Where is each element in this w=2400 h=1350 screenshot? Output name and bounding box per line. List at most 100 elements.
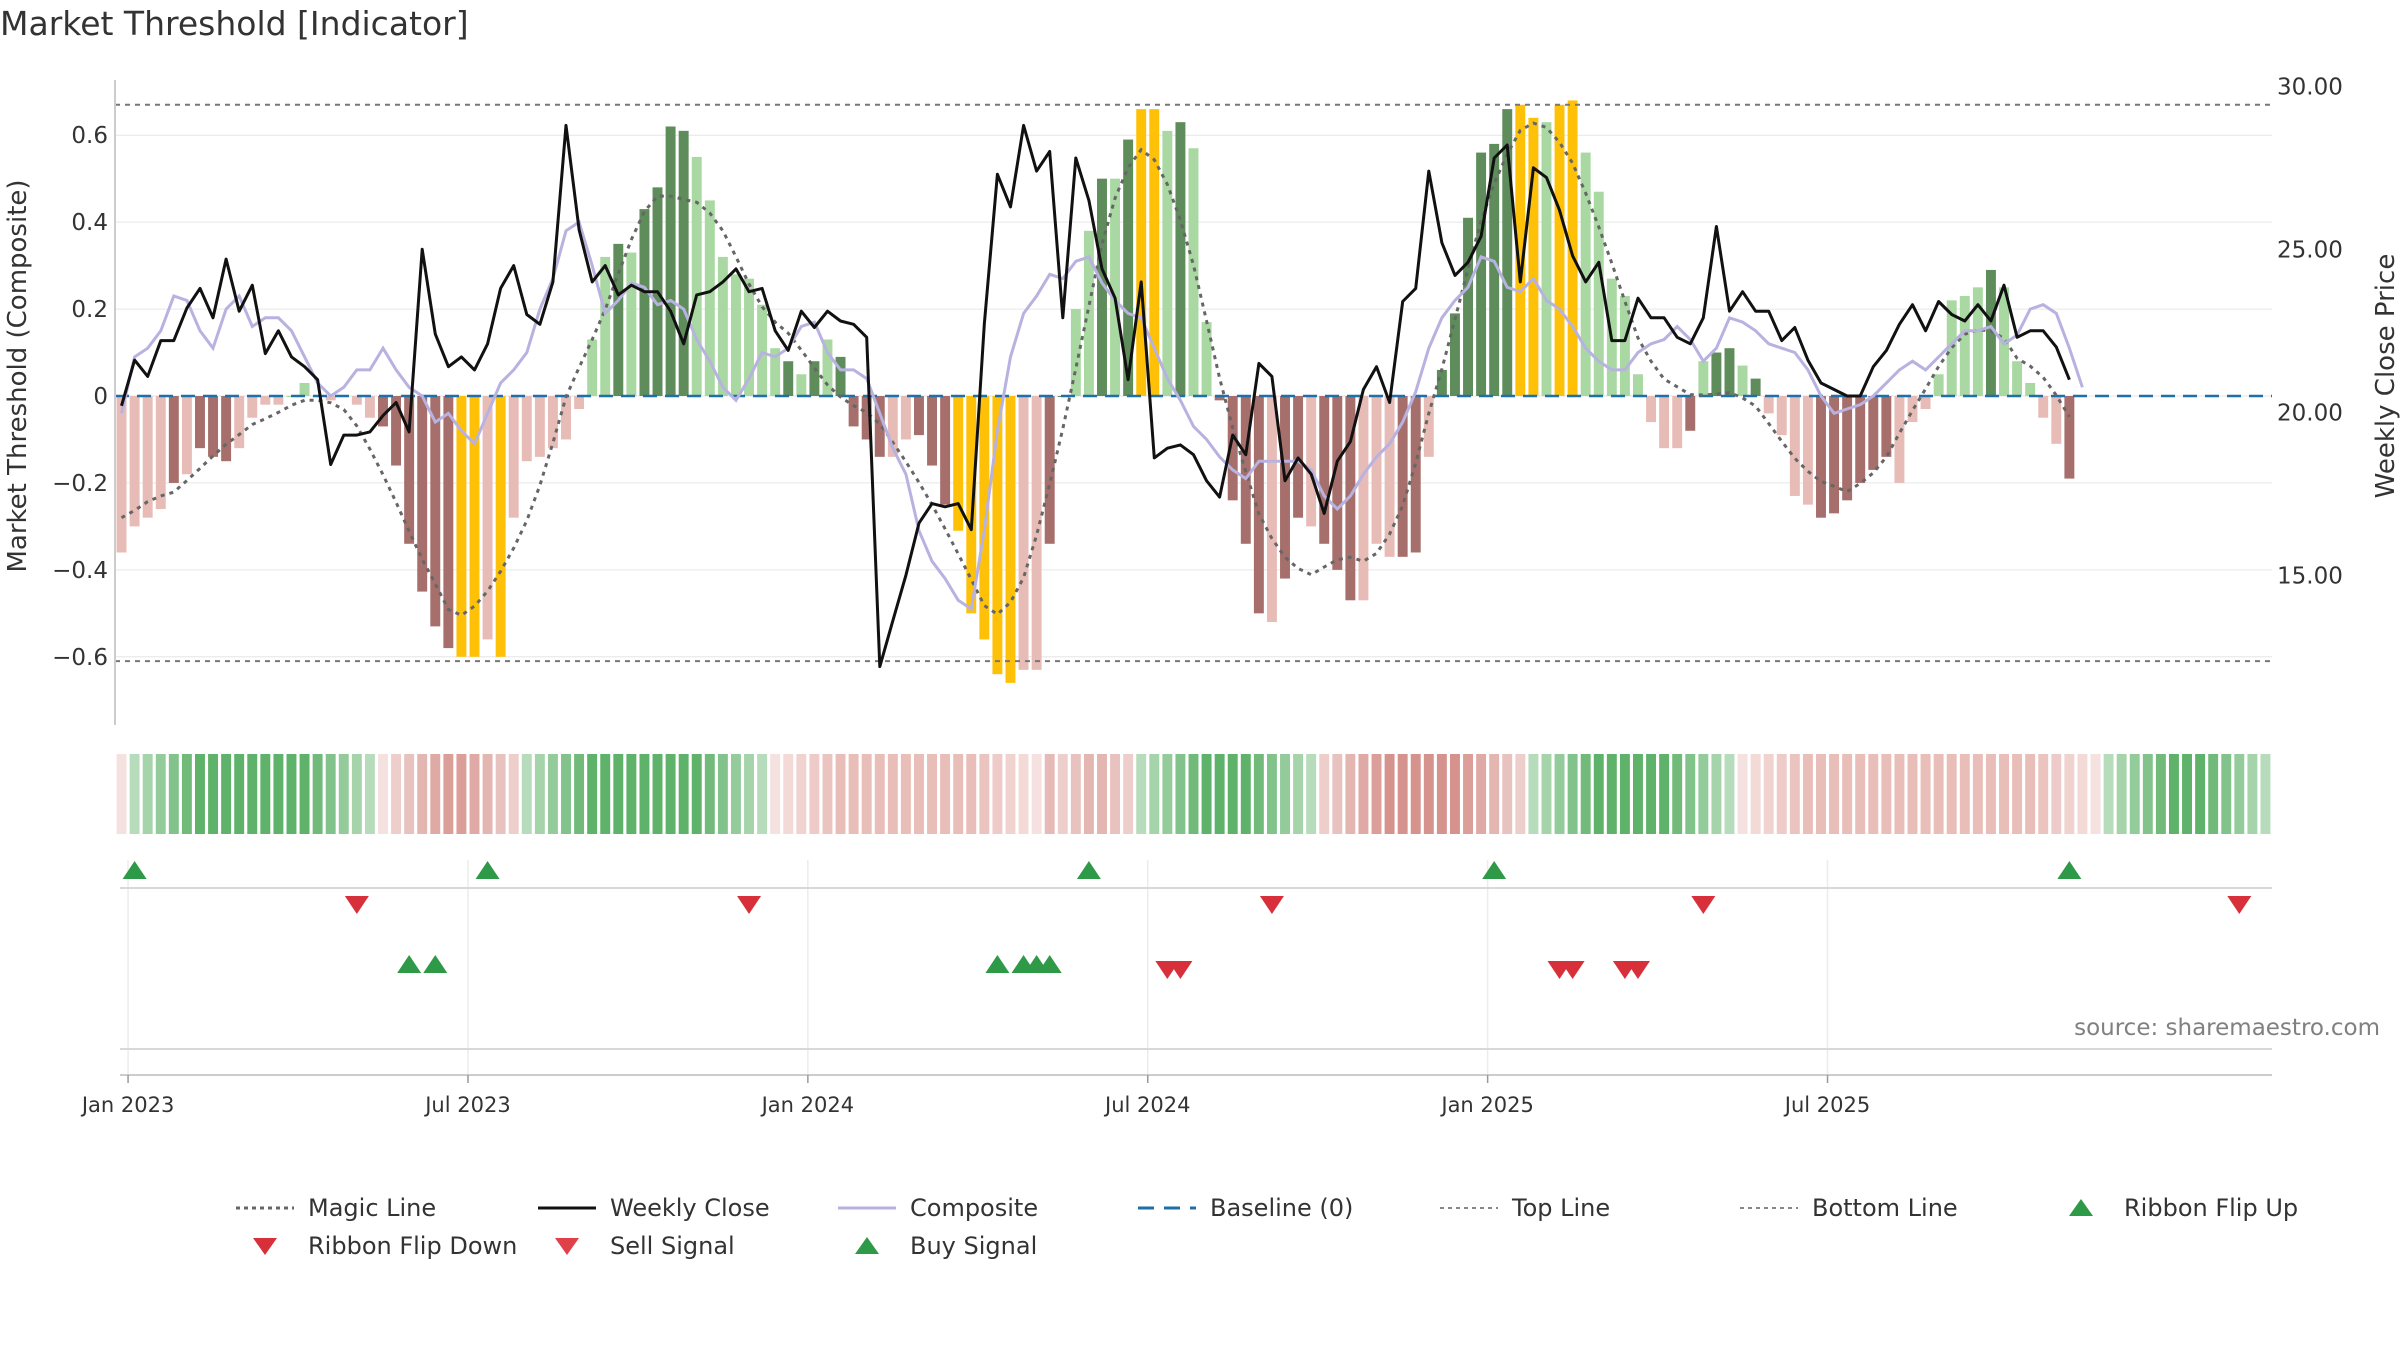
composite-bar <box>1750 378 1761 396</box>
composite-bar <box>247 396 258 418</box>
ribbon-flip-up-marker <box>1482 861 1507 879</box>
ribbon-cell <box>469 754 480 834</box>
composite-line <box>120 219 2084 612</box>
ribbon-cell <box>1502 754 1513 834</box>
ribbon-cell <box>1175 754 1186 834</box>
magic-line <box>120 121 2071 618</box>
composite-bar <box>1515 104 1526 397</box>
ribbon-cell <box>1018 754 1029 834</box>
ribbon-cell <box>1750 754 1761 834</box>
ribbon-cell <box>2064 754 2075 834</box>
ribbon-cell <box>1959 754 1970 834</box>
y2-axis-title: Weekly Close Price <box>2371 254 2400 499</box>
ribbon-cell <box>443 754 454 834</box>
composite-bar <box>1175 122 1186 396</box>
composite-bar <box>1802 396 1813 505</box>
composite-bar <box>953 396 964 531</box>
ribbon-cell <box>1907 754 1918 834</box>
ribbon-cell <box>2182 754 2192 834</box>
ribbon-cell <box>809 754 820 834</box>
ribbon-cell <box>874 754 885 834</box>
composite-bar <box>730 274 741 396</box>
ribbon-cell <box>391 754 402 834</box>
ribbon-cell <box>1005 754 1016 834</box>
ribbon-cell <box>1280 754 1290 834</box>
composite-bar <box>1306 396 1317 527</box>
x-tick-label: Jul 2024 <box>1103 1093 1190 1117</box>
ribbon-cell <box>1188 754 1199 834</box>
ribbon-cell <box>1999 754 2009 834</box>
ribbon-cell <box>195 754 205 834</box>
ribbon-cell <box>2168 754 2179 834</box>
ribbon-cell <box>168 754 179 834</box>
composite-bar <box>848 396 859 427</box>
ribbon-cell <box>1528 754 1539 834</box>
ribbon-cell <box>1619 754 1630 834</box>
ribbon-cell <box>1371 754 1382 834</box>
composite-bar <box>2064 396 2075 479</box>
buy-signal-marker <box>1037 955 1062 973</box>
composite-bar <box>1423 396 1434 457</box>
composite-bar <box>914 396 924 436</box>
composite-bar <box>1018 396 1029 670</box>
ribbon-cell <box>208 754 219 834</box>
composite-bar <box>1763 396 1774 414</box>
composite-bar <box>1789 396 1800 496</box>
ribbon-cell <box>338 754 349 834</box>
ribbon-cell <box>587 754 598 834</box>
ribbon-cell <box>1816 754 1826 834</box>
ribbon-cell <box>2247 754 2258 834</box>
ribbon-cell <box>456 754 467 834</box>
y-tick-label: −0.2 <box>52 471 108 497</box>
composite-bar <box>1711 352 1722 396</box>
composite-bar <box>861 396 872 440</box>
ribbon-cell <box>1868 754 1879 834</box>
composite-bar <box>1332 396 1343 570</box>
ribbon-cell <box>1266 754 1277 834</box>
ribbon-cell <box>678 754 689 834</box>
ribbon-cell <box>2234 754 2245 834</box>
ribbon-cell <box>430 754 441 834</box>
composite-bar <box>626 252 637 396</box>
ribbon-cell <box>1083 754 1094 834</box>
ribbon-cell <box>600 754 611 834</box>
ribbon-flip-down-marker <box>1691 896 1716 914</box>
ribbon-cell <box>2012 754 2023 834</box>
composite-bar <box>547 396 558 449</box>
composite-bar <box>1672 396 1683 449</box>
composite-bar <box>234 396 245 449</box>
ribbon-strip <box>116 754 2271 834</box>
y2-tick-label: 20.00 <box>2277 400 2343 426</box>
composite-bar <box>678 130 689 396</box>
ribbon-cell <box>2195 754 2206 834</box>
composite-bar <box>195 396 205 449</box>
ribbon-cell <box>1162 754 1173 834</box>
ribbon-cell <box>129 754 140 834</box>
ribbon-cell <box>914 754 924 834</box>
ribbon-cell <box>547 754 558 834</box>
source-note: source: sharemaestro.com <box>2074 1015 2380 1041</box>
composite-bar <box>1371 396 1382 544</box>
ribbon-cell <box>744 754 754 834</box>
composite-bar <box>1083 230 1094 396</box>
composite-bar <box>809 361 820 396</box>
composite-bar <box>364 396 375 418</box>
weekly-close-line <box>120 123 2071 669</box>
ribbon-cell <box>1606 754 1617 834</box>
composite-bar <box>1972 287 1983 396</box>
composite-bar <box>744 278 754 396</box>
ribbon-cell <box>1554 754 1565 834</box>
ribbon-cell <box>770 754 781 834</box>
y2-tick-label: 25.00 <box>2277 237 2343 263</box>
ribbon-cell <box>2103 754 2114 834</box>
composite-bar <box>1397 396 1408 557</box>
ribbon-cell <box>1633 754 1643 834</box>
buy-signal-marker <box>423 955 448 973</box>
ribbon-cell <box>1044 754 1055 834</box>
y2-tick-label: 15.00 <box>2277 563 2343 589</box>
composite-bar <box>1227 396 1238 501</box>
ribbon-cell <box>940 754 951 834</box>
composite-bar <box>1044 396 1055 544</box>
composite-bar <box>1946 300 1957 396</box>
ribbon-cell <box>1384 754 1395 834</box>
